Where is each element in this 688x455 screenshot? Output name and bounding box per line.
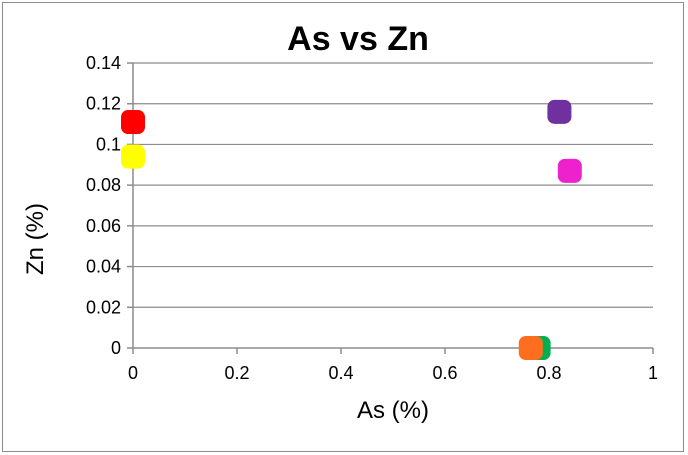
y-tick-label: 0.12 [86, 94, 121, 114]
gridlines [133, 62, 653, 308]
x-tick-label: 1 [648, 363, 658, 383]
chart-title: As vs Zn [287, 20, 429, 58]
data-point [121, 144, 145, 169]
x-tick-label: 0.8 [536, 363, 561, 383]
x-axis-title: As (%) [357, 397, 429, 424]
y-tick-label: 0 [111, 338, 121, 358]
y-tick-label: 0.06 [86, 216, 121, 236]
data-point [557, 158, 582, 183]
data-points [121, 99, 582, 360]
scatter-chart: As vs Zn 0 0.02 0.04 0.06 0.08 0.1 0.12 0.14 0 0.… [22, 20, 658, 424]
x-tick-label: 0.4 [328, 363, 353, 383]
data-point [121, 110, 145, 135]
y-tick-label: 0.08 [86, 175, 121, 195]
data-point [547, 99, 572, 124]
data-point [518, 336, 543, 360]
y-tick-label: 0.14 [86, 53, 121, 73]
axes [127, 62, 654, 354]
x-tick-label: 0.6 [432, 363, 457, 383]
y-tick-label: 0.02 [86, 297, 121, 317]
y-tick-label: 0.04 [86, 257, 121, 277]
x-tick-label: 0.2 [224, 363, 249, 383]
x-tick-label: 0 [128, 363, 138, 383]
tick-labels: 0 0.02 0.04 0.06 0.08 0.1 0.12 0.14 0 0.2 0.4 0.6 0.… [86, 53, 658, 383]
y-tick-label: 0.1 [96, 134, 121, 154]
y-axis-title: Zn (%) [22, 203, 49, 275]
